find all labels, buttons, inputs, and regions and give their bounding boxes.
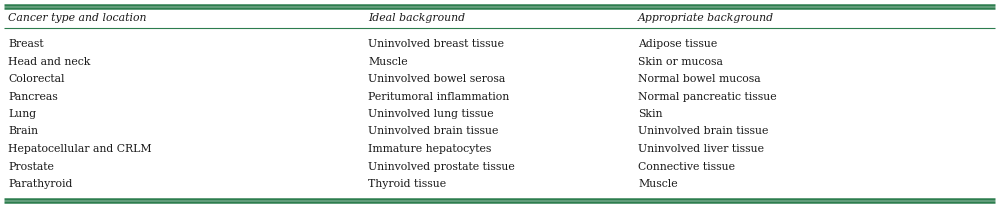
Text: Lung: Lung (8, 109, 36, 119)
Text: Brain: Brain (8, 126, 38, 137)
Text: Uninvolved brain tissue: Uninvolved brain tissue (638, 126, 768, 137)
Text: Skin or mucosa: Skin or mucosa (638, 56, 723, 67)
Text: Normal bowel mucosa: Normal bowel mucosa (638, 74, 760, 84)
Text: Uninvolved liver tissue: Uninvolved liver tissue (638, 144, 764, 154)
Text: Prostate: Prostate (8, 162, 54, 172)
Text: Pancreas: Pancreas (8, 91, 58, 102)
Text: Uninvolved brain tissue: Uninvolved brain tissue (368, 126, 499, 137)
Text: Parathyroid: Parathyroid (8, 179, 72, 189)
Text: Adipose tissue: Adipose tissue (638, 39, 717, 49)
Text: Peritumoral inflammation: Peritumoral inflammation (368, 91, 509, 102)
Text: Breast: Breast (8, 39, 44, 49)
Text: Uninvolved prostate tissue: Uninvolved prostate tissue (368, 162, 514, 172)
Text: Uninvolved lung tissue: Uninvolved lung tissue (368, 109, 494, 119)
Text: Connective tissue: Connective tissue (638, 162, 735, 172)
Text: Cancer type and location: Cancer type and location (8, 13, 147, 23)
Text: Thyroid tissue: Thyroid tissue (368, 179, 447, 189)
Text: Colorectal: Colorectal (8, 74, 65, 84)
Text: Appropriate background: Appropriate background (638, 13, 774, 23)
Text: Uninvolved bowel serosa: Uninvolved bowel serosa (368, 74, 505, 84)
Text: Ideal background: Ideal background (368, 13, 466, 23)
Text: Muscle: Muscle (368, 56, 408, 67)
Text: Skin: Skin (638, 109, 662, 119)
Text: Uninvolved breast tissue: Uninvolved breast tissue (368, 39, 504, 49)
Text: Hepatocellular and CRLM: Hepatocellular and CRLM (8, 144, 152, 154)
Text: Immature hepatocytes: Immature hepatocytes (368, 144, 492, 154)
Text: Muscle: Muscle (638, 179, 677, 189)
Text: Normal pancreatic tissue: Normal pancreatic tissue (638, 91, 776, 102)
Text: Head and neck: Head and neck (8, 56, 90, 67)
